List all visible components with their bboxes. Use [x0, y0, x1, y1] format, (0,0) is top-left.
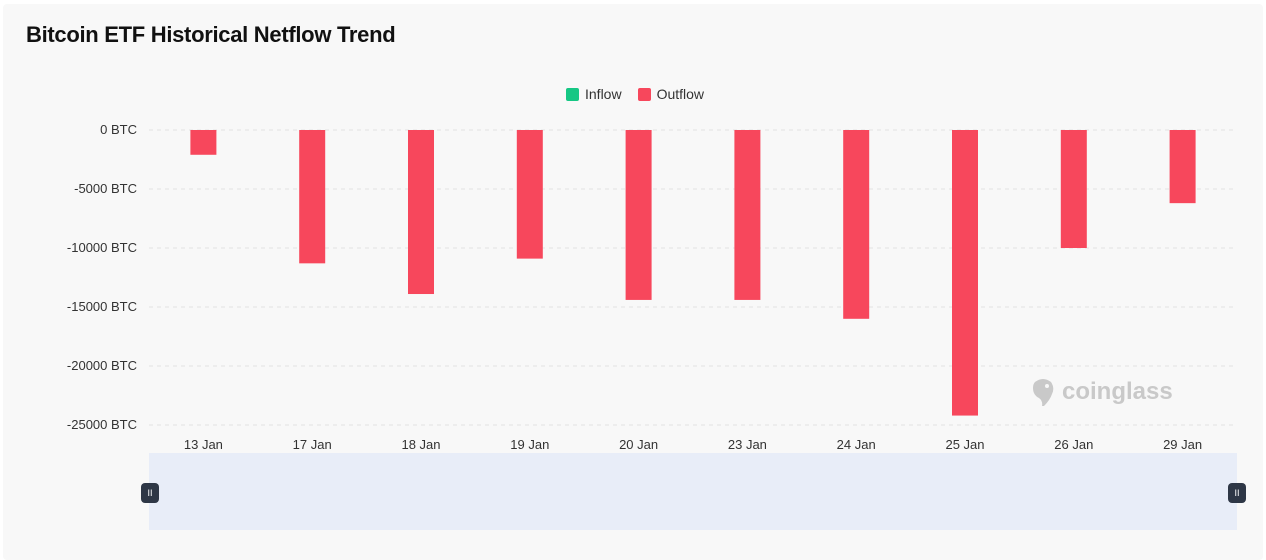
legend-item-outflow[interactable]: Outflow	[637, 86, 705, 102]
legend: Inflow Outflow	[566, 86, 720, 102]
outflow-bar[interactable]	[408, 130, 434, 295]
legend-label-inflow: Inflow	[585, 86, 622, 102]
x-tick-label: 20 Jan	[619, 437, 658, 452]
outflow-bar[interactable]	[1169, 130, 1196, 204]
y-tick-label: -10000 BTC	[67, 240, 137, 255]
zoom-handle-right[interactable]: II	[1228, 483, 1246, 503]
watermark-text: coinglass	[1062, 378, 1173, 405]
outflow-bar[interactable]	[190, 130, 217, 155]
y-tick-label: -15000 BTC	[67, 299, 137, 314]
legend-swatch-outflow	[637, 87, 651, 101]
x-tick-label: 29 Jan	[1163, 437, 1202, 452]
x-tick-label: 13 Jan	[184, 437, 223, 452]
outflow-bar[interactable]	[625, 130, 652, 300]
outflow-bar[interactable]	[952, 130, 978, 416]
x-tick-label: 24 Jan	[837, 437, 876, 452]
x-tick-label: 17 Jan	[293, 437, 332, 452]
outflow-bar[interactable]	[1060, 130, 1087, 248]
legend-item-inflow[interactable]: Inflow	[566, 86, 622, 102]
y-tick-label: -20000 BTC	[67, 358, 137, 373]
zoom-slider-track[interactable]	[149, 453, 1237, 530]
outflow-bar[interactable]	[843, 130, 870, 319]
zoom-handle-left[interactable]: II	[141, 483, 159, 503]
x-tick-label: 18 Jan	[401, 437, 440, 452]
x-tick-label: 26 Jan	[1054, 437, 1093, 452]
y-tick-label: -5000 BTC	[74, 181, 137, 196]
outflow-bar[interactable]	[734, 130, 761, 300]
coinglass-watermark: coinglass	[1030, 376, 1173, 408]
outflow-bar[interactable]	[516, 130, 543, 259]
x-tick-label: 19 Jan	[510, 437, 549, 452]
x-tick-label: 23 Jan	[728, 437, 767, 452]
legend-swatch-inflow	[566, 87, 579, 101]
coinglass-logo-icon	[1033, 379, 1054, 406]
legend-label-outflow: Outflow	[656, 86, 705, 102]
y-tick-label: -25000 BTC	[67, 417, 137, 432]
y-tick-label: 0 BTC	[100, 122, 137, 137]
x-tick-label: 25 Jan	[945, 437, 984, 452]
outflow-bar[interactable]	[299, 130, 326, 264]
chart-title: Bitcoin ETF Historical Netflow Trend	[26, 22, 396, 47]
